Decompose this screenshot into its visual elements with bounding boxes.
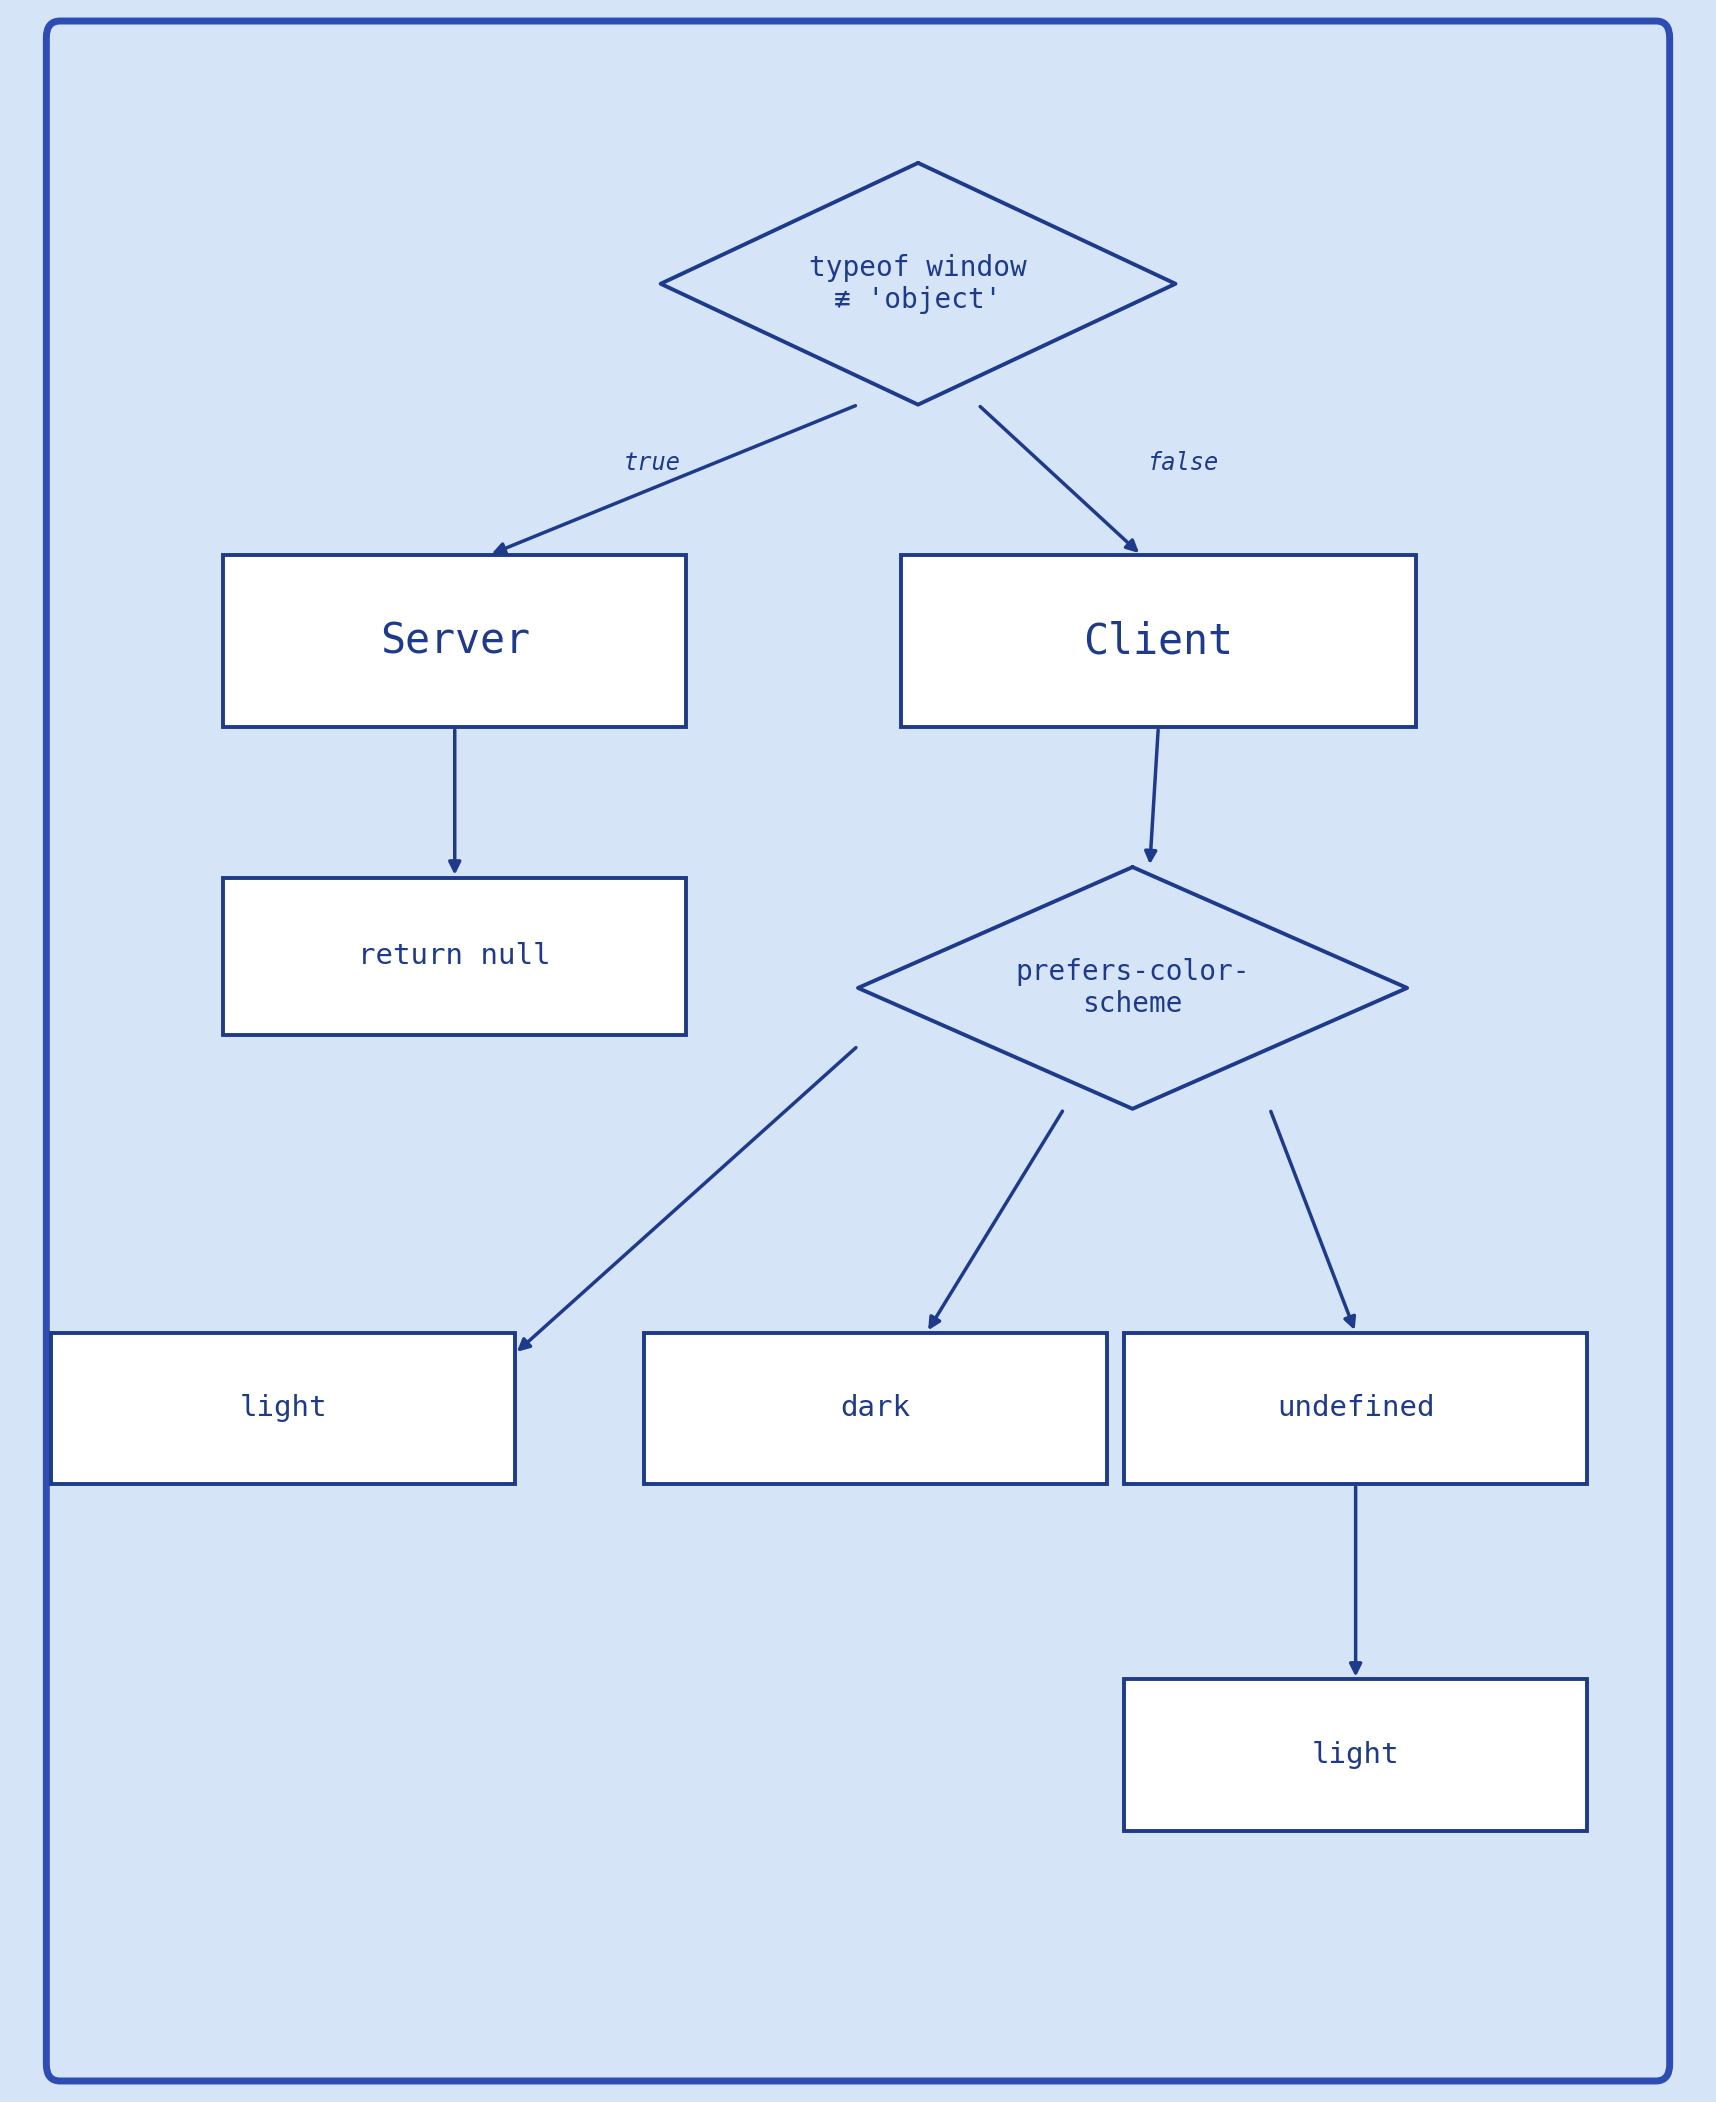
Text: undefined: undefined bbox=[1277, 1394, 1435, 1423]
Text: Client: Client bbox=[1083, 620, 1234, 662]
Text: true: true bbox=[623, 452, 681, 475]
Text: typeof window
≢ 'object': typeof window ≢ 'object' bbox=[810, 254, 1026, 313]
Bar bbox=[901, 555, 1416, 727]
Bar bbox=[1124, 1679, 1587, 1831]
Text: return null: return null bbox=[359, 942, 551, 971]
Bar bbox=[644, 1333, 1107, 1484]
Bar bbox=[51, 1333, 515, 1484]
Text: light: light bbox=[240, 1394, 326, 1423]
Text: dark: dark bbox=[841, 1394, 909, 1423]
Text: false: false bbox=[1148, 452, 1220, 475]
Bar bbox=[223, 555, 686, 727]
FancyBboxPatch shape bbox=[46, 21, 1670, 2081]
Text: prefers-color-
scheme: prefers-color- scheme bbox=[1016, 959, 1249, 1017]
Bar bbox=[1124, 1333, 1587, 1484]
Text: Server: Server bbox=[379, 620, 530, 662]
Bar bbox=[223, 879, 686, 1034]
Text: light: light bbox=[1313, 1740, 1399, 1770]
